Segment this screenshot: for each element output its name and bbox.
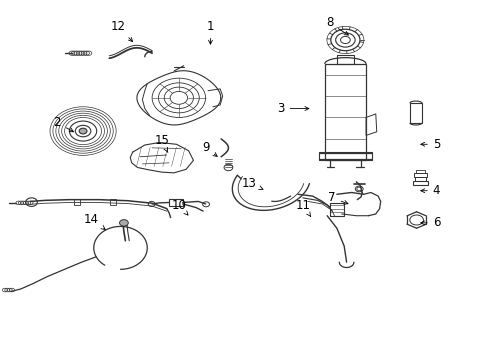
Text: 13: 13 xyxy=(242,177,263,190)
Text: 15: 15 xyxy=(154,134,169,152)
Bar xyxy=(414,177,426,181)
Text: 2: 2 xyxy=(54,116,73,132)
Bar xyxy=(412,181,427,185)
Bar xyxy=(74,199,80,205)
Text: 14: 14 xyxy=(83,213,105,229)
Text: 10: 10 xyxy=(171,198,187,215)
Circle shape xyxy=(119,220,128,226)
Bar xyxy=(415,170,425,173)
Text: 3: 3 xyxy=(277,102,308,115)
Bar xyxy=(324,64,366,160)
Text: 11: 11 xyxy=(295,198,310,217)
Text: 1: 1 xyxy=(206,20,214,44)
Text: 4: 4 xyxy=(420,184,439,197)
Bar xyxy=(110,199,116,205)
Text: 8: 8 xyxy=(325,16,347,35)
Text: 6: 6 xyxy=(420,216,439,229)
Bar xyxy=(169,199,183,206)
Text: 12: 12 xyxy=(110,20,132,41)
Bar xyxy=(329,203,344,216)
Text: 5: 5 xyxy=(420,138,439,151)
Bar xyxy=(336,55,353,64)
Bar xyxy=(318,153,371,160)
Bar xyxy=(409,103,421,123)
Bar xyxy=(413,173,427,177)
Text: 9: 9 xyxy=(202,141,217,156)
Circle shape xyxy=(79,128,87,134)
Text: 7: 7 xyxy=(327,192,347,204)
